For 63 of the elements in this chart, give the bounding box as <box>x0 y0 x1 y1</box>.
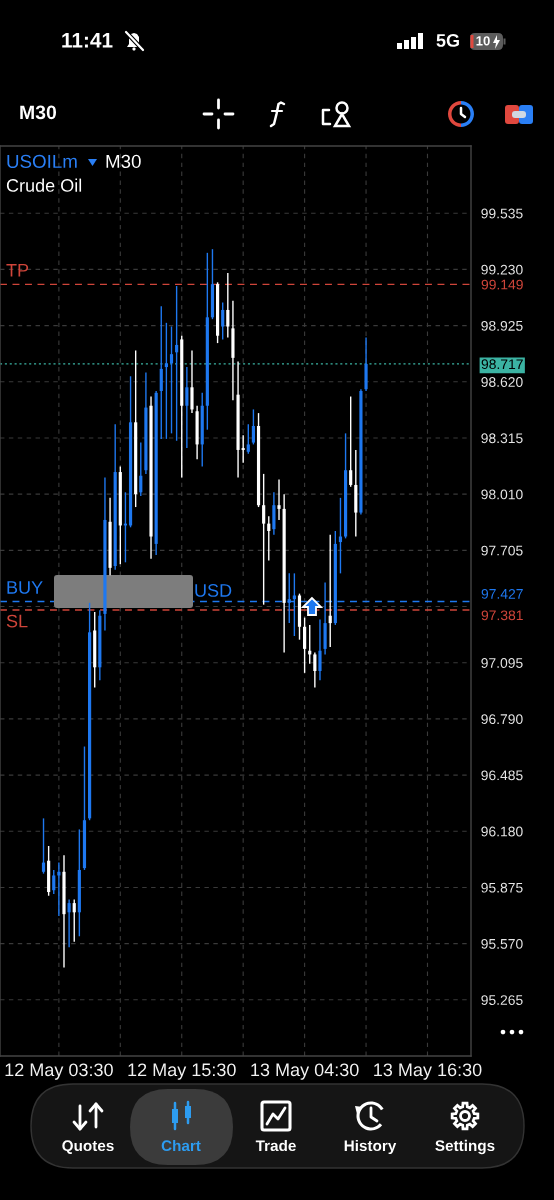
y-tick-label: 95.875 <box>481 882 523 893</box>
x-tick-label: 12 May 15:30 <box>128 1063 236 1080</box>
candlestick <box>190 349 194 414</box>
candlestick <box>246 423 250 455</box>
annotation: USD <box>195 584 232 597</box>
candlestick <box>318 618 322 681</box>
y-tick-label: 96.485 <box>481 770 523 781</box>
candlestick <box>303 616 307 674</box>
text: Quotes <box>62 1140 114 1154</box>
y-tick-label: 99.230 <box>481 264 523 275</box>
candlestick <box>267 515 271 562</box>
y-tick-label: 98.010 <box>481 489 523 500</box>
text: Chart <box>161 1139 201 1152</box>
candlestick <box>272 491 276 536</box>
x-tick-label: 12 May 03:30 <box>5 1063 113 1080</box>
text: 10 <box>476 36 490 46</box>
candlestick <box>328 533 332 648</box>
annotation: M30 <box>106 154 141 169</box>
ref-line-label: 97.381 <box>481 610 523 621</box>
x-tick-label: 13 May 04:30 <box>251 1063 359 1080</box>
candlestick <box>175 285 179 442</box>
text: History <box>344 1139 397 1155</box>
x-tick-label: 13 May 16:30 <box>374 1063 482 1080</box>
candlestick <box>185 366 189 449</box>
y-tick-label: 98.925 <box>481 320 523 331</box>
y-tick-label: 98.315 <box>481 433 523 444</box>
candlestick <box>164 322 168 440</box>
text: Settings <box>435 1139 495 1155</box>
text: Crude Oil <box>6 178 82 192</box>
y-tick-label: 97.705 <box>481 545 523 556</box>
candlestick <box>349 395 353 488</box>
annotation: TP <box>6 264 29 277</box>
candlestick <box>262 473 266 606</box>
y-tick-label: 99.535 <box>481 208 523 219</box>
y-tick-label: 95.570 <box>481 938 523 949</box>
annotation: BUY <box>7 581 43 594</box>
text: 11:41 <box>62 33 113 48</box>
candlestick <box>251 408 256 446</box>
candlestick <box>169 325 174 435</box>
candlestick <box>221 301 225 341</box>
y-tick-label: 96.790 <box>481 714 523 725</box>
y-tick-label: 98.620 <box>481 377 523 387</box>
y-tick-label: 96.180 <box>481 826 523 837</box>
ref-line-label: 97.427 <box>481 588 523 599</box>
y-tick-label: 95.265 <box>481 995 523 1005</box>
y-tick-label: 97.095 <box>481 658 523 668</box>
candlestick <box>72 898 76 943</box>
candlestick <box>67 898 71 949</box>
candlestick <box>159 305 163 440</box>
ref-line-label: 99.149 <box>481 279 523 290</box>
chart-title: USOILm <box>7 154 77 169</box>
candlestick <box>52 869 56 895</box>
text: 5G <box>436 34 459 47</box>
candlestick <box>41 817 46 875</box>
candlestick <box>241 434 245 464</box>
ref-line-label: 98.717 <box>481 359 523 370</box>
candlestick <box>313 651 317 689</box>
annotation: SL <box>6 614 28 628</box>
candlestick <box>226 272 230 339</box>
text: Trade <box>255 1139 296 1152</box>
text: M30 <box>20 105 57 120</box>
candlestick <box>139 441 143 497</box>
candlestick <box>277 478 281 521</box>
